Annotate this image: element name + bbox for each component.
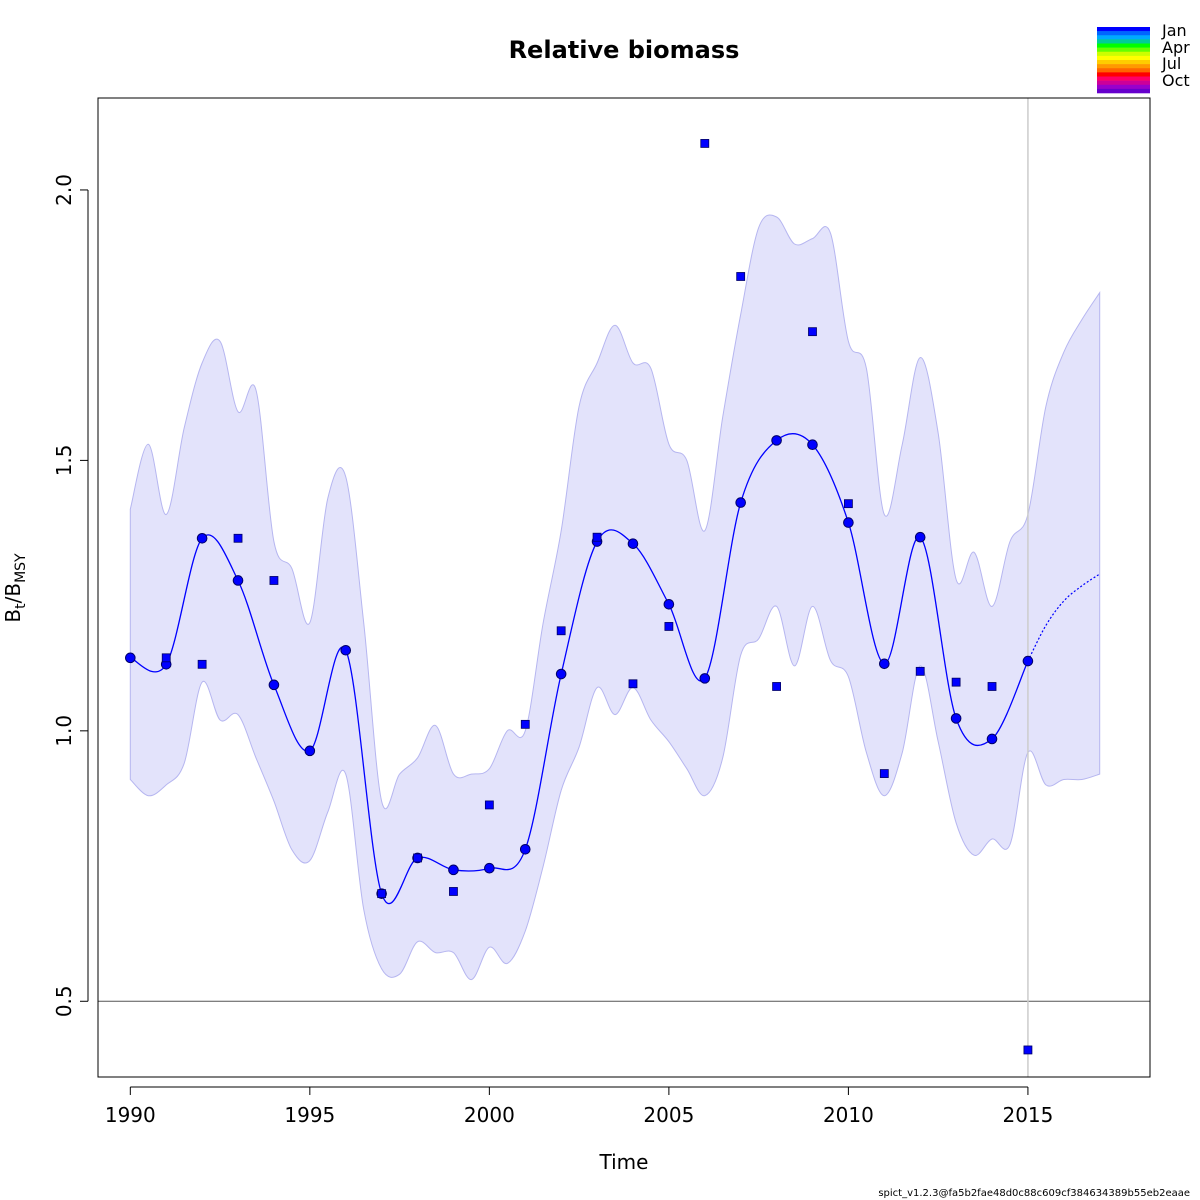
observation-point bbox=[449, 887, 458, 896]
observation-point bbox=[556, 626, 566, 636]
x-tick-label: 1990 bbox=[105, 1103, 156, 1127]
x-tick-label: 2010 bbox=[823, 1103, 874, 1127]
x-axis-label: Time bbox=[599, 1150, 649, 1174]
observation-point bbox=[844, 499, 853, 509]
estimate-point bbox=[125, 652, 136, 664]
ci-band-layer bbox=[129, 214, 1101, 981]
observation-point bbox=[951, 677, 961, 687]
season-color-swatch bbox=[1097, 35, 1150, 40]
y-axis-label: Bt/BMSY bbox=[1, 553, 29, 623]
observation-point bbox=[628, 679, 638, 689]
y-axis-label-main: B bbox=[1, 609, 25, 623]
estimate-point bbox=[699, 673, 711, 684]
observation-point bbox=[915, 666, 925, 676]
observation-point bbox=[700, 139, 710, 148]
estimate-point bbox=[196, 532, 208, 544]
estimate-point bbox=[950, 713, 962, 724]
estimate-point bbox=[771, 435, 782, 446]
observation-point bbox=[161, 653, 171, 663]
season-color-swatch bbox=[1097, 68, 1150, 73]
estimate-point bbox=[340, 644, 352, 656]
estimate-point bbox=[1022, 655, 1034, 667]
observation-point bbox=[269, 576, 279, 585]
estimate-point bbox=[232, 575, 244, 586]
observation-point bbox=[413, 853, 422, 863]
season-color-swatch bbox=[1097, 72, 1150, 77]
observation-point bbox=[987, 682, 997, 691]
season-color-swatch bbox=[1097, 76, 1150, 81]
y-axis-label-sep: /B bbox=[1, 583, 25, 603]
y-tick-label: 0.5 bbox=[52, 985, 76, 1017]
y-tick-label: 1.5 bbox=[52, 444, 76, 476]
season-color-swatch bbox=[1097, 47, 1150, 53]
y-axis-label-sub-msy: MSY bbox=[13, 553, 29, 583]
estimate-point bbox=[735, 497, 746, 508]
data-points-layer bbox=[125, 139, 1034, 1055]
season-color-swatch bbox=[1097, 88, 1150, 94]
prediction-line bbox=[1027, 573, 1101, 662]
season-color-swatch bbox=[1097, 55, 1150, 61]
plot-frame bbox=[97, 97, 1151, 1078]
estimate-point bbox=[448, 864, 459, 876]
season-label: Jan bbox=[1161, 21, 1187, 40]
chart-title: Relative biomass bbox=[509, 36, 740, 64]
estimate-point bbox=[843, 517, 854, 528]
estimate-point bbox=[879, 658, 890, 670]
season-label: Oct bbox=[1162, 71, 1190, 90]
axes-layer: 1990 1995 2000 2005 2010 2015 0.5 1.0 1.5 2.0 bbox=[52, 174, 1053, 1127]
x-tick-label: 1995 bbox=[284, 1103, 335, 1127]
observation-point bbox=[197, 659, 207, 669]
estimate-point bbox=[555, 668, 567, 680]
estimate-point bbox=[484, 862, 495, 874]
y-axis-label-sub-t: t bbox=[13, 603, 29, 609]
estimate-point bbox=[914, 531, 926, 543]
season-label: Apr bbox=[1162, 38, 1190, 57]
x-tick-label: 2015 bbox=[1002, 1103, 1053, 1127]
observation-point bbox=[1023, 1045, 1033, 1055]
observation-point bbox=[592, 532, 602, 542]
observation-point bbox=[377, 889, 387, 899]
estimate-point bbox=[807, 439, 818, 451]
estimate-point bbox=[304, 745, 316, 757]
observation-point bbox=[879, 769, 889, 778]
season-label: Jul bbox=[1161, 54, 1181, 73]
y-tick-label: 1.0 bbox=[52, 715, 76, 747]
estimate-point bbox=[986, 733, 998, 745]
x-tick-label: 2000 bbox=[464, 1103, 515, 1127]
season-color-swatch bbox=[1097, 31, 1150, 36]
season-color-swatch bbox=[1097, 84, 1150, 90]
observation-point bbox=[808, 327, 817, 337]
season-color-swatch bbox=[1097, 39, 1150, 44]
observation-point bbox=[520, 719, 530, 729]
observation-point bbox=[664, 622, 674, 631]
estimate-point bbox=[663, 598, 675, 610]
estimate-point bbox=[519, 843, 531, 855]
x-tick-label: 2005 bbox=[643, 1103, 694, 1127]
season-color-swatch bbox=[1097, 51, 1150, 57]
ci-band bbox=[129, 214, 1101, 981]
observation-point bbox=[772, 682, 781, 691]
season-color-swatch bbox=[1097, 43, 1150, 48]
estimate-point bbox=[627, 538, 639, 549]
season-color-swatch bbox=[1097, 27, 1150, 32]
observation-point bbox=[736, 272, 746, 281]
y-tick-label: 2.0 bbox=[52, 174, 76, 206]
season-color-swatch bbox=[1097, 64, 1150, 69]
observation-point bbox=[233, 533, 243, 543]
season-color-swatch bbox=[1097, 60, 1150, 65]
reference-lines-layer bbox=[98, 98, 1150, 1077]
observation-point bbox=[484, 800, 494, 810]
footer-version: spict_v1.2.3@fa5b2fae48d0c88c609cf384634… bbox=[878, 1188, 1190, 1199]
season-color-swatch bbox=[1097, 80, 1150, 86]
estimate-point bbox=[268, 679, 280, 691]
